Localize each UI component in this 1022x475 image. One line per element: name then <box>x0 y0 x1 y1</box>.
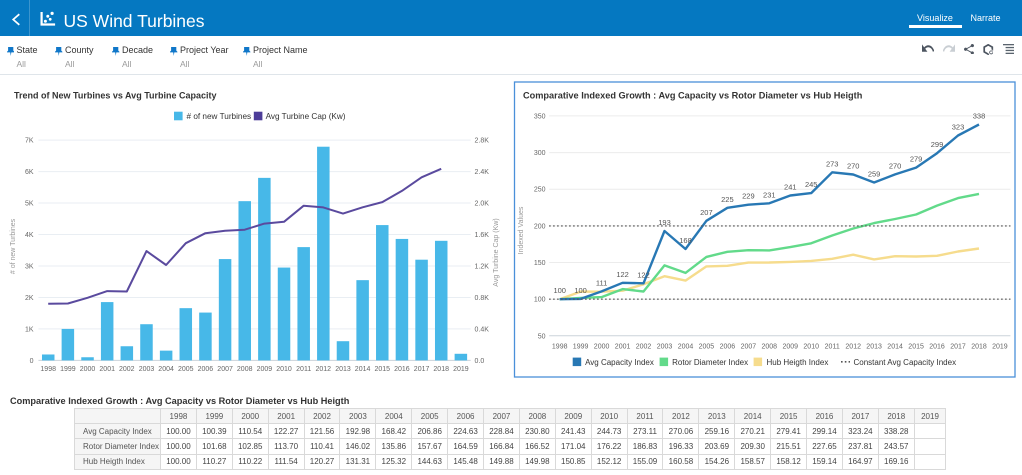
svg-text:Hub Heigth Index: Hub Heigth Index <box>767 358 829 367</box>
svg-text:2007: 2007 <box>217 366 233 373</box>
svg-text:Trend of New Turbines vs Avg T: Trend of New Turbines vs Avg Turbine Cap… <box>14 91 217 101</box>
svg-text:273: 273 <box>826 159 839 168</box>
svg-text:2017: 2017 <box>414 366 430 373</box>
svg-text:2.0K: 2.0K <box>475 201 490 208</box>
svg-text:Comparative Indexed Growth : A: Comparative Indexed Growth : Avg Capacit… <box>523 91 863 101</box>
svg-text:2003: 2003 <box>657 344 673 351</box>
svg-text:100: 100 <box>553 286 566 295</box>
svg-text:0.8K: 0.8K <box>475 295 490 302</box>
svg-text:2012: 2012 <box>316 366 332 373</box>
svg-text:2004: 2004 <box>678 344 694 351</box>
svg-text:2K: 2K <box>25 295 34 302</box>
svg-text:2008: 2008 <box>762 344 778 351</box>
svg-text:# of new Turbines: # of new Turbines <box>187 112 252 121</box>
svg-text:0.4K: 0.4K <box>475 326 490 333</box>
svg-text:2010: 2010 <box>803 344 819 351</box>
svg-text:150: 150 <box>534 260 546 267</box>
svg-text:4K: 4K <box>25 232 34 239</box>
svg-text:193: 193 <box>658 218 671 227</box>
svg-text:2007: 2007 <box>741 344 757 351</box>
svg-text:0: 0 <box>30 358 34 365</box>
svg-text:122: 122 <box>637 270 650 279</box>
svg-text:2000: 2000 <box>80 366 96 373</box>
svg-text:1K: 1K <box>25 326 34 333</box>
svg-text:122: 122 <box>616 270 629 279</box>
svg-text:338: 338 <box>973 112 986 121</box>
svg-text:Avg Turbine Cap (Kw): Avg Turbine Cap (Kw) <box>266 112 346 121</box>
svg-text:299: 299 <box>931 140 944 149</box>
svg-text:1.2K: 1.2K <box>475 264 490 271</box>
svg-text:111: 111 <box>596 278 607 287</box>
svg-text:2014: 2014 <box>887 344 903 351</box>
svg-text:2009: 2009 <box>257 366 273 373</box>
svg-text:270: 270 <box>889 161 902 170</box>
svg-text:Constant Avg Capacity Index: Constant Avg Capacity Index <box>854 358 957 367</box>
svg-text:300: 300 <box>534 150 546 157</box>
svg-text:5K: 5K <box>25 201 34 208</box>
svg-text:2003: 2003 <box>139 366 155 373</box>
svg-text:2010: 2010 <box>276 366 292 373</box>
svg-text:2009: 2009 <box>783 344 799 351</box>
svg-text:2011: 2011 <box>825 344 840 351</box>
svg-text:1999: 1999 <box>60 366 76 373</box>
svg-text:250: 250 <box>534 187 546 194</box>
svg-text:279: 279 <box>910 155 923 164</box>
svg-text:2002: 2002 <box>119 366 135 373</box>
svg-text:2016: 2016 <box>394 366 410 373</box>
svg-text:2019: 2019 <box>453 366 469 373</box>
svg-text:0.0: 0.0 <box>475 358 485 365</box>
svg-text:2008: 2008 <box>237 366 253 373</box>
svg-text:2006: 2006 <box>720 344 736 351</box>
svg-text:Indexed Values: Indexed Values <box>518 206 525 254</box>
svg-text:2018: 2018 <box>971 344 987 351</box>
svg-text:200: 200 <box>534 223 546 230</box>
svg-text:2001: 2001 <box>99 366 115 373</box>
svg-text:2006: 2006 <box>198 366 214 373</box>
svg-text:# of new Turbines: # of new Turbines <box>10 218 17 274</box>
svg-text:2005: 2005 <box>178 366 194 373</box>
svg-text:2005: 2005 <box>699 344 715 351</box>
svg-text:2018: 2018 <box>433 366 449 373</box>
svg-text:Rotor Diameter Index: Rotor Diameter Index <box>672 358 748 367</box>
svg-text:2.4K: 2.4K <box>475 169 490 176</box>
svg-text:1998: 1998 <box>552 344 568 351</box>
svg-text:2001: 2001 <box>615 344 631 351</box>
svg-text:2.8K: 2.8K <box>475 138 490 145</box>
svg-text:229: 229 <box>742 192 755 201</box>
svg-text:2014: 2014 <box>355 366 371 373</box>
svg-text:1.6K: 1.6K <box>475 232 490 239</box>
svg-text:2013: 2013 <box>335 366 351 373</box>
svg-text:2012: 2012 <box>845 344 861 351</box>
svg-text:Avg Turbine Cap (Kw): Avg Turbine Cap (Kw) <box>493 218 500 286</box>
svg-text:6K: 6K <box>25 169 34 176</box>
svg-text:259: 259 <box>868 170 881 179</box>
svg-text:1998: 1998 <box>40 366 56 373</box>
svg-text:350: 350 <box>534 113 546 120</box>
svg-text:270: 270 <box>847 162 860 171</box>
svg-text:207: 207 <box>700 208 713 217</box>
svg-text:1999: 1999 <box>573 344 589 351</box>
svg-text:2016: 2016 <box>929 344 945 351</box>
svg-text:2002: 2002 <box>636 344 652 351</box>
svg-text:2015: 2015 <box>908 344 924 351</box>
svg-text:100: 100 <box>574 286 587 295</box>
svg-text:3K: 3K <box>25 264 34 271</box>
svg-text:241: 241 <box>784 183 797 192</box>
svg-text:231: 231 <box>763 190 776 199</box>
svg-text:2015: 2015 <box>375 366 391 373</box>
svg-text:2013: 2013 <box>866 344 882 351</box>
svg-text:Avg Capacity Index: Avg Capacity Index <box>585 358 654 367</box>
svg-text:7K: 7K <box>25 138 34 145</box>
svg-text:50: 50 <box>538 333 546 340</box>
svg-text:245: 245 <box>805 180 818 189</box>
svg-text:2004: 2004 <box>158 366 174 373</box>
svg-text:2017: 2017 <box>950 344 966 351</box>
svg-text:168: 168 <box>679 236 692 245</box>
svg-text:100: 100 <box>534 297 546 304</box>
svg-text:2011: 2011 <box>296 366 311 373</box>
svg-text:323: 323 <box>952 123 965 132</box>
svg-text:2000: 2000 <box>594 344 610 351</box>
svg-text:2019: 2019 <box>992 344 1008 351</box>
svg-text:225: 225 <box>721 195 734 204</box>
